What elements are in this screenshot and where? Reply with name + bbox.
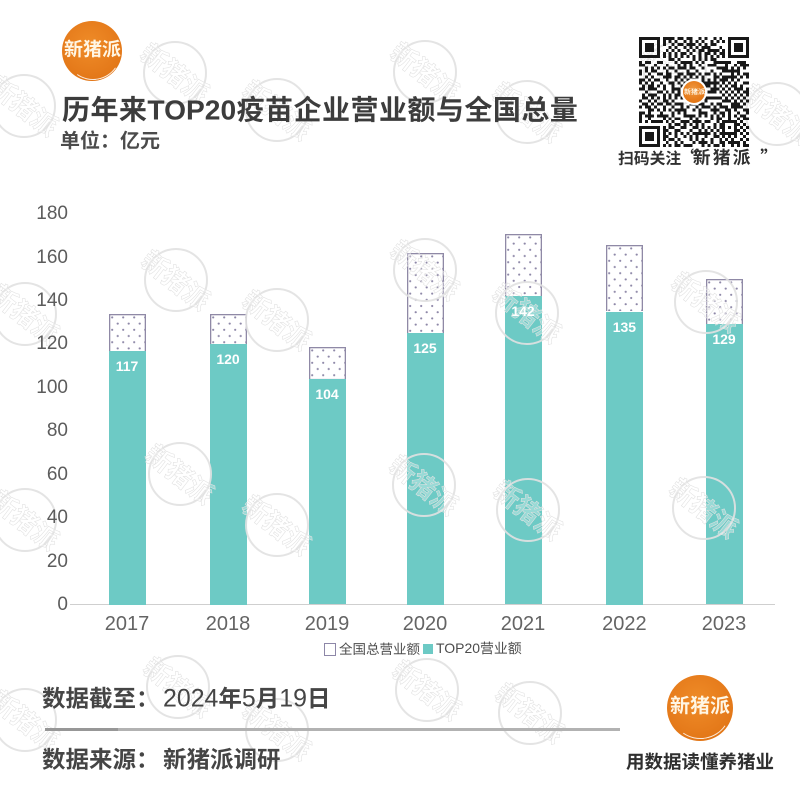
svg-text:5: 5 — [242, 686, 256, 710]
svg-text:TOP20: TOP20 — [147, 95, 236, 123]
svg-text:2024: 2024 — [163, 686, 219, 710]
svg-text:19: 19 — [279, 686, 307, 710]
svg-text:TOP20: TOP20 — [436, 641, 480, 655]
